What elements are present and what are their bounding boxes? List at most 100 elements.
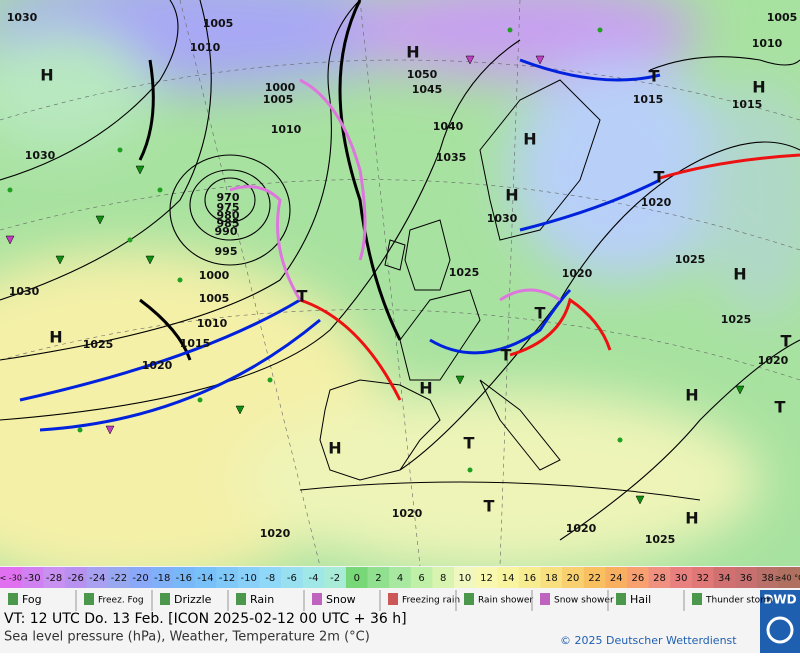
scale-label: 2 (375, 573, 381, 584)
shower-symbol (145, 255, 155, 265)
pressure-label: 1005 (203, 17, 234, 30)
pressure-center: H (733, 265, 746, 284)
scale-cell (194, 567, 217, 588)
scale-cell (475, 567, 498, 588)
pressure-label: 1005 (767, 11, 798, 24)
pressure-center: T (484, 497, 495, 516)
rain-symbol (467, 467, 473, 473)
pressure-label: 1000 (265, 81, 296, 94)
scale-label: 22 (588, 573, 601, 584)
legend-label: Freez. Fog (98, 596, 144, 606)
pressure-center: T (781, 332, 792, 351)
legend-label: Freezing rain (402, 596, 460, 606)
scale-label: -10 (240, 573, 256, 584)
description: Sea level pressure (hPa), Weather, Tempe… (4, 630, 370, 645)
legend-icon (8, 593, 18, 605)
pressure-label: 985 (217, 217, 240, 230)
legend-label: Snow (326, 593, 356, 606)
pressure-center: H (328, 439, 341, 458)
scale-cell (324, 567, 347, 588)
legend-icon (692, 593, 702, 605)
scale-label: -16 (176, 573, 192, 584)
logo: DWD (763, 593, 796, 607)
pressure-label: 1035 (436, 151, 467, 164)
legend-icon (464, 593, 474, 605)
pressure-label: 1050 (407, 68, 438, 81)
scale-label: 20 (567, 573, 580, 584)
pressure-center: H (419, 379, 432, 398)
shower-symbol (55, 255, 65, 265)
scale-cell (648, 567, 671, 588)
pressure-label: 1025 (449, 266, 480, 279)
trough-line (138, 0, 402, 361)
scale-cell (562, 567, 585, 588)
legend-icon (388, 593, 398, 605)
scale-label: -24 (89, 573, 105, 584)
scale-label: 16 (523, 573, 536, 584)
pressure-label: 1020 (142, 359, 173, 372)
map (0, 0, 800, 590)
scale-label: < -30 (0, 574, 22, 583)
pressure-label: 1030 (7, 11, 38, 24)
shower-symbol (95, 215, 105, 225)
pressure-label: 1025 (675, 253, 706, 266)
scale-cell (670, 567, 693, 588)
scale-cell (237, 567, 260, 588)
scale-label: 38 (761, 573, 774, 584)
pressure-label: 1020 (566, 522, 597, 535)
scale-cell (497, 567, 520, 588)
scale-cell (454, 567, 477, 588)
pressure-center: H (685, 386, 698, 405)
scale-cell (756, 567, 779, 588)
legend-icon (160, 593, 170, 605)
scale-label: -12 (219, 573, 235, 584)
pressure-label: 1025 (721, 313, 752, 326)
scale-label: -6 (287, 573, 297, 584)
scale-label: 0 (354, 573, 360, 584)
pressure-label: 1015 (180, 337, 211, 350)
scale-label: -2 (330, 573, 340, 584)
legend-icon (84, 593, 94, 605)
scale-label: -18 (154, 573, 170, 584)
scale-label: 12 (480, 573, 493, 584)
fronts (19, 58, 800, 432)
rain-symbol (597, 27, 603, 33)
scale-cell (108, 567, 131, 588)
legend-label: Thunder storm (705, 596, 772, 606)
rain-symbol (177, 277, 183, 283)
pressure-label: 1005 (199, 292, 230, 305)
graticule (0, 0, 800, 567)
pressure-label: 1025 (83, 338, 114, 351)
shower-symbol (235, 405, 245, 415)
pressure-label: 1015 (633, 93, 664, 106)
scale-label: ≥40 °C (775, 574, 800, 583)
pressure-label: 1020 (758, 354, 789, 367)
scale-label: 14 (502, 573, 515, 584)
pressure-label: 995 (215, 245, 238, 258)
valid-time: VT: 12 UTC Do. 13 Feb. [ICON 2025-02-12 … (4, 611, 407, 627)
rain-symbol (507, 27, 513, 33)
scale-cell (64, 567, 87, 588)
scale-cell (86, 567, 109, 588)
pressure-center: H (523, 130, 536, 149)
pressure-label: 1010 (197, 317, 228, 330)
pressure-center: H (685, 509, 698, 528)
scale-label: -28 (46, 573, 62, 584)
legend-icon (312, 593, 322, 605)
scale-label: -14 (197, 573, 213, 584)
pressure-label: 1010 (271, 123, 302, 136)
legend-icon (236, 593, 246, 605)
scale-cell (172, 567, 196, 588)
scale-cell (216, 567, 239, 588)
scale-cell (432, 567, 455, 588)
shower-symbol (455, 375, 465, 385)
pressure-center: H (505, 186, 518, 205)
scale-label: -26 (68, 573, 84, 584)
legend-icon (616, 593, 626, 605)
rain-symbol (197, 397, 203, 403)
rain-symbol (157, 187, 163, 193)
shower-symbol (635, 495, 645, 505)
legend-label: Drizzle (174, 593, 212, 606)
pressure-center: T (535, 304, 546, 323)
